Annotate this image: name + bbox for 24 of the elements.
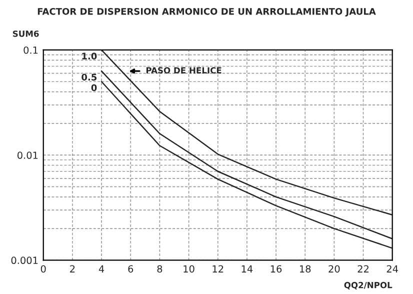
- x-tick-label: 4: [98, 265, 104, 272]
- x-tick-label: 6: [128, 265, 134, 273]
- y-tick-label: 0.01: [18, 152, 38, 159]
- x-axis-title: QQ2/NPOL: [344, 282, 392, 290]
- x-tick-label: 24: [386, 265, 398, 272]
- series-label: 0: [91, 84, 97, 92]
- x-tick-label: 0: [40, 265, 46, 273]
- chart-title: FACTOR DE DISPERSION ARMONICO DE UN ARROLLAMIENTO JAULA: [38, 8, 376, 17]
- y-tick-label: 0.001: [11, 256, 38, 264]
- x-tick-label: 16: [270, 265, 282, 273]
- x-tick-label: 18: [300, 265, 311, 273]
- line-series: [100, 50, 392, 216]
- series-label: 0.5: [82, 74, 97, 81]
- annotation: PASO DE HELICE: [146, 67, 222, 74]
- x-tick-label: 12: [212, 265, 224, 272]
- series-label: 1.0: [82, 52, 97, 60]
- x-tick-label: 20: [328, 265, 340, 273]
- x-tick-label: 2: [70, 265, 75, 272]
- y-tick-label: 0.1: [24, 46, 38, 54]
- x-tick-label: 10: [184, 265, 194, 273]
- x-tick-label: 8: [157, 265, 162, 273]
- x-tick-label: 22: [358, 265, 368, 272]
- x-tick-label: 14: [242, 265, 253, 272]
- y-axis-title: SUM6: [12, 30, 39, 37]
